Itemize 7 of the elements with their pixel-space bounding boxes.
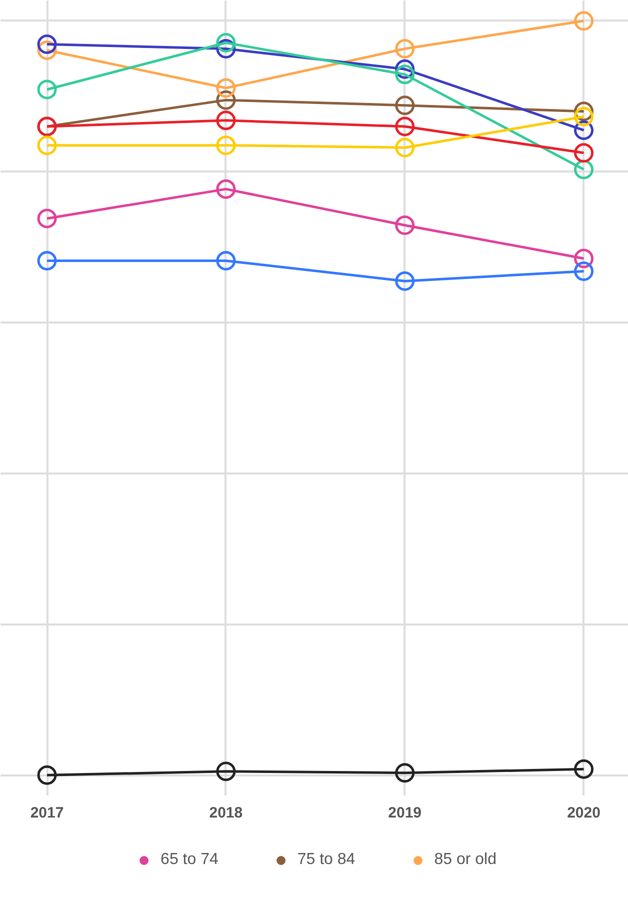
x-tick-label: 2020 <box>567 804 600 822</box>
legend-label: 65 to 74 <box>160 851 218 869</box>
legend-label: 85 or old <box>434 851 496 869</box>
x-tick-label: 2019 <box>388 804 422 822</box>
x-tick-label: 2017 <box>30 804 64 822</box>
x-tick-label: 2018 <box>209 804 243 822</box>
legend-label: 75 to 84 <box>297 851 356 869</box>
